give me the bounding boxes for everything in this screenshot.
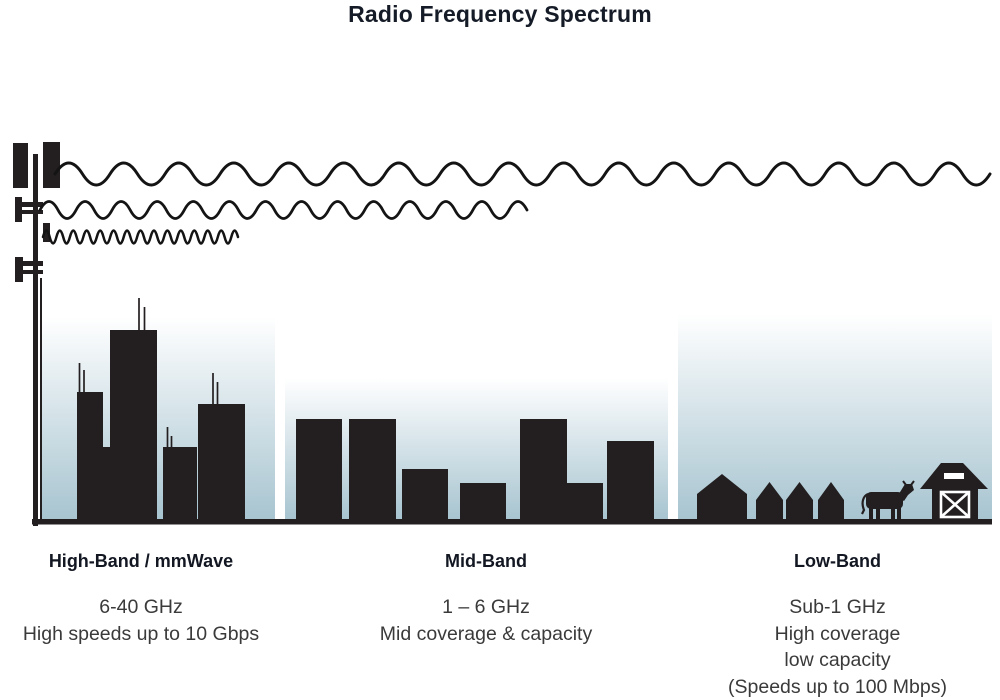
midrise-skyline — [296, 419, 654, 520]
band-details: 6-40 GHz High speeds up to 10 Gbps — [20, 594, 262, 647]
band-label-high-band: High-Band / mmWave 6-40 GHz High speeds u… — [20, 551, 262, 647]
skyscraper-silhouette — [110, 330, 157, 520]
skyscraper-silhouette — [163, 447, 197, 520]
building-silhouette — [349, 419, 396, 520]
barn-icon — [920, 463, 988, 520]
skyscraper-silhouette — [77, 392, 103, 520]
mid-frequency-wave — [38, 200, 529, 220]
house-silhouette — [756, 482, 783, 520]
low-frequency-wave — [53, 161, 992, 187]
band-label-mid-band: Mid-Band 1 – 6 GHz Mid coverage & capacit… — [366, 551, 606, 647]
band-detail-line: low capacity — [784, 649, 891, 671]
house-silhouette — [786, 482, 813, 520]
band-name: Mid-Band — [445, 551, 527, 571]
skyscraper-silhouette — [103, 447, 110, 520]
band-detail-line: High coverage — [774, 622, 901, 645]
band-details: Sub-1 GHz High coverage low capacity (Speed… — [697, 594, 978, 700]
house-silhouette — [697, 474, 747, 520]
diagram-title: Radio Frequency Spectrum — [348, 1, 652, 27]
band-details: 1 – 6 GHz Mid coverage & capacity — [366, 594, 606, 647]
ground-line — [32, 519, 992, 525]
band-label-low-band: Low-Band Sub-1 GHz High coverage low capac… — [697, 551, 978, 700]
band-detail-line: Mid coverage & capacity — [379, 622, 593, 645]
spectrum-illustration — [13, 142, 992, 526]
building-silhouette — [460, 483, 506, 520]
band-detail-line: 1 – 6 GHz — [442, 596, 530, 618]
building-silhouette — [607, 441, 654, 520]
band-name: Low-Band — [794, 551, 881, 571]
building-silhouette — [296, 419, 342, 520]
band-detail-line: (Speeds up to 100 Mbps) — [728, 675, 947, 698]
band-name: High-Band / mmWave — [48, 551, 234, 571]
skyscraper-silhouette — [198, 404, 245, 520]
cell-tower-icon — [13, 142, 60, 526]
high-frequency-wave — [41, 229, 240, 245]
building-silhouette — [402, 469, 448, 520]
band-detail-line: High speeds up to 10 Gbps — [22, 622, 260, 645]
city-skyline — [77, 298, 245, 520]
building-silhouette — [520, 419, 567, 520]
band-detail-line: Sub-1 GHz — [789, 596, 886, 618]
band-detail-line: 6-40 GHz — [99, 596, 183, 618]
cow-icon — [861, 480, 915, 520]
building-silhouette — [567, 483, 603, 520]
house-silhouette — [818, 482, 844, 520]
rural-scene — [697, 463, 988, 520]
